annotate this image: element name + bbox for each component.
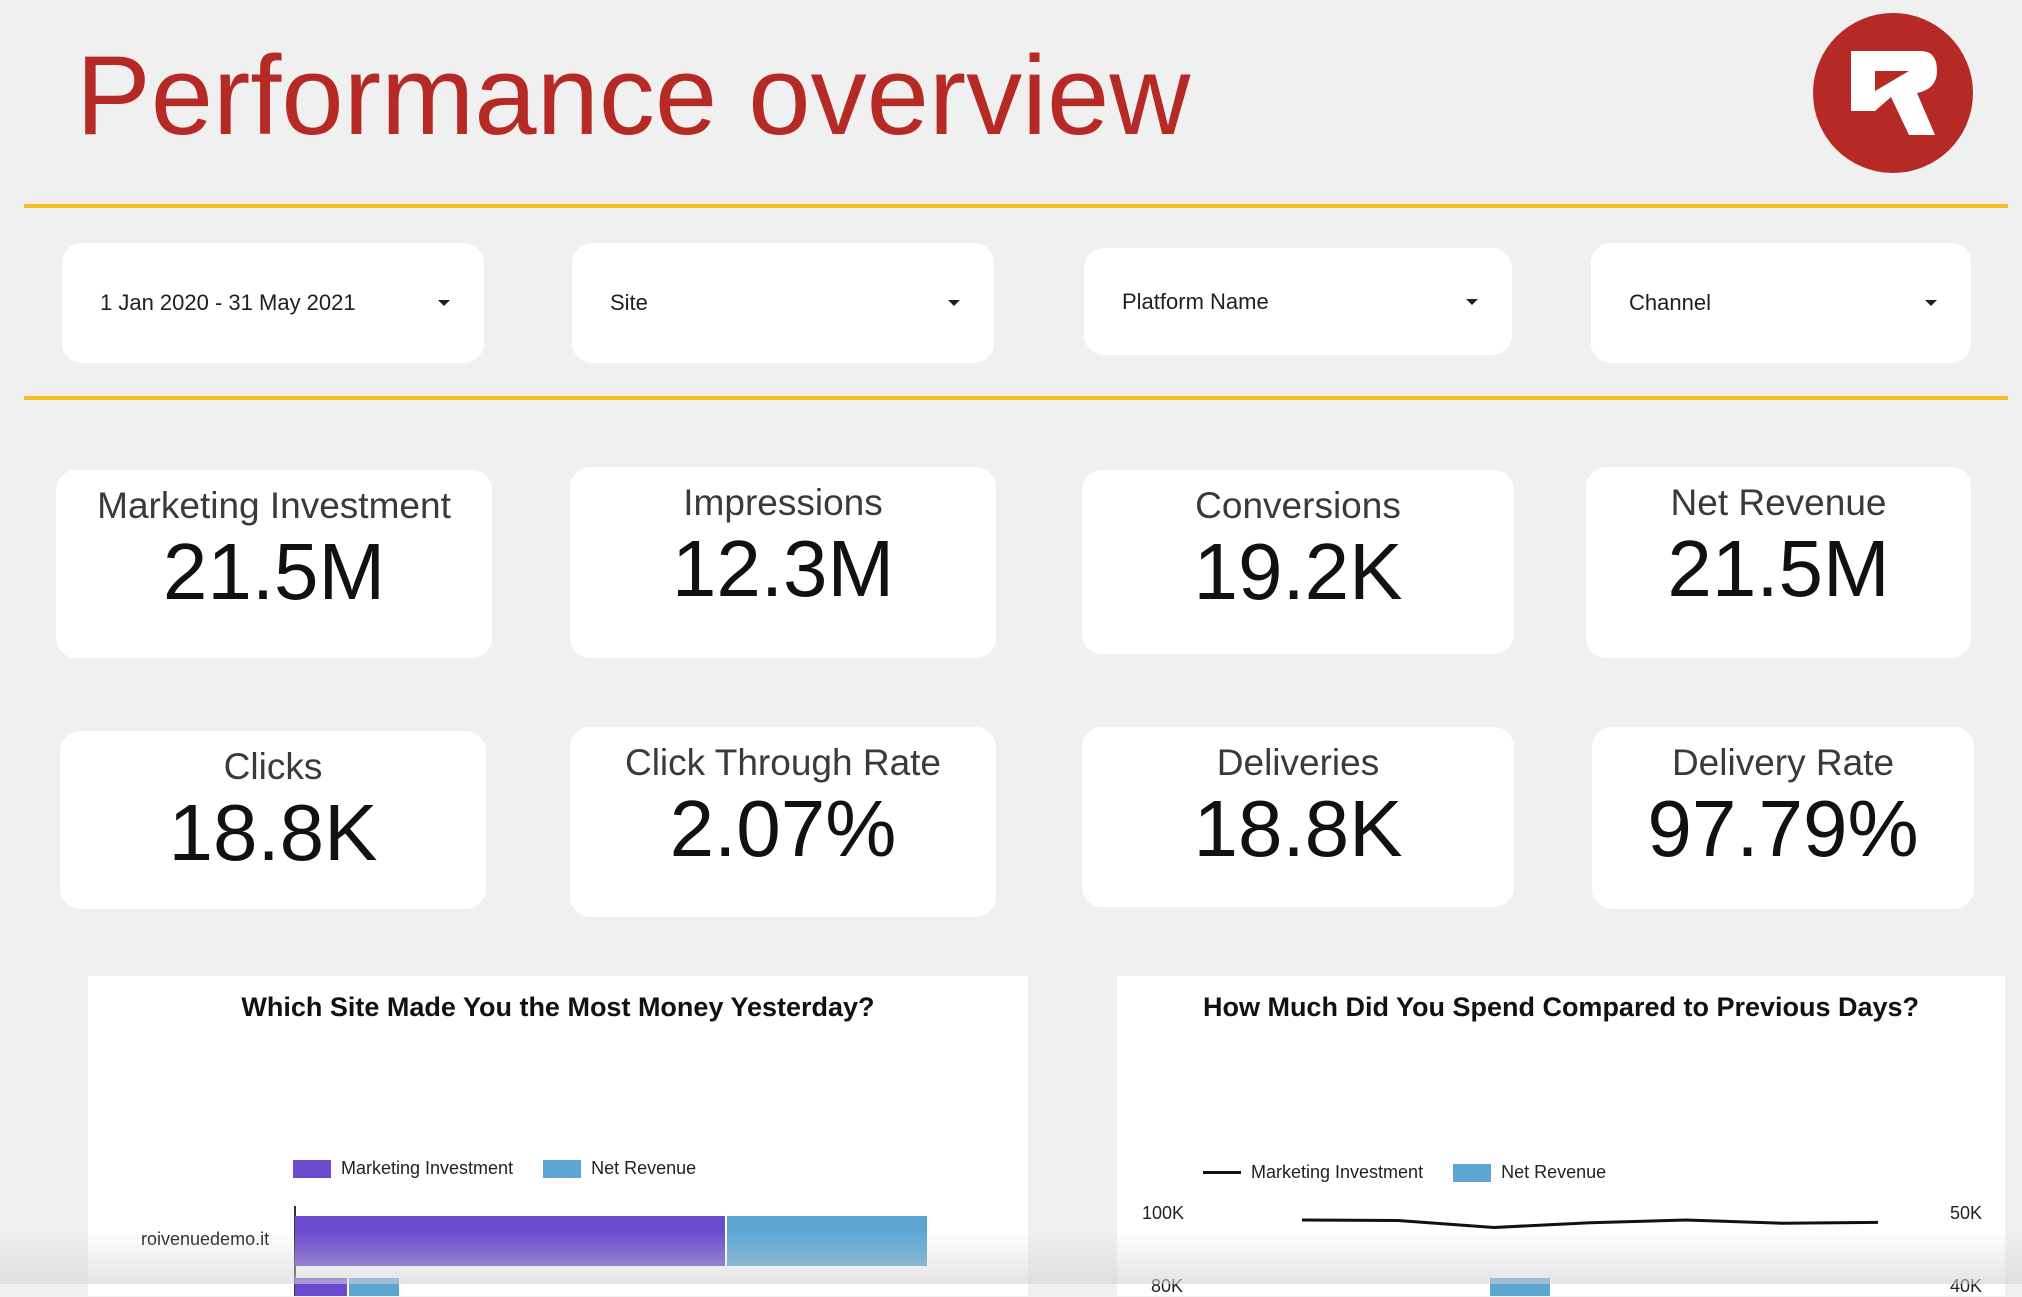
kpi-label: Marketing Investment	[56, 484, 492, 528]
chevron-down-icon	[1466, 299, 1478, 305]
kpi-value: 18.8K	[60, 791, 486, 875]
site-filter[interactable]: Site	[572, 243, 994, 363]
bar-chart-plot	[88, 976, 1028, 1296]
kpi-value: 21.5M	[1586, 527, 1971, 611]
page-title: Performance overview	[76, 40, 1190, 152]
kpi-label: Conversions	[1082, 484, 1514, 528]
site-revenue-chart-panel: Which Site Made You the Most Money Yeste…	[88, 976, 1028, 1296]
kpi-value: 97.79%	[1592, 787, 1974, 871]
bar-segment	[349, 1278, 399, 1296]
kpi-card-delivery-rate: Delivery Rate 97.79%	[1592, 727, 1974, 909]
line-chart-plot	[1117, 976, 2005, 1296]
date-range-label: 1 Jan 2020 - 31 May 2021	[100, 290, 356, 316]
bar-segment	[295, 1278, 347, 1296]
kpi-label: Net Revenue	[1586, 481, 1971, 525]
platform-name-filter-label: Platform Name	[1122, 289, 1269, 315]
chevron-down-icon	[1925, 300, 1937, 306]
kpi-label: Clicks	[60, 745, 486, 789]
kpi-value: 21.5M	[56, 530, 492, 614]
kpi-card-click-through-rate: Click Through Rate 2.07%	[570, 727, 996, 917]
kpi-card-impressions: Impressions 12.3M	[570, 467, 996, 658]
kpi-card-deliveries: Deliveries 18.8K	[1082, 727, 1514, 907]
kpi-card-clicks: Clicks 18.8K	[60, 731, 486, 909]
spend-trend-chart-panel: How Much Did You Spend Compared to Previ…	[1117, 976, 2005, 1296]
bar-mark	[1490, 1278, 1550, 1296]
kpi-card-conversions: Conversions 19.2K	[1082, 470, 1514, 654]
kpi-value: 19.2K	[1082, 530, 1514, 614]
kpi-value: 12.3M	[570, 527, 996, 611]
kpi-label: Delivery Rate	[1592, 741, 1974, 785]
brand-logo	[1813, 13, 1973, 173]
chevron-down-icon	[438, 300, 450, 306]
channel-filter-label: Channel	[1629, 290, 1711, 316]
kpi-label: Click Through Rate	[570, 741, 996, 785]
bar-segment	[727, 1216, 927, 1266]
kpi-card-net-revenue: Net Revenue 21.5M	[1586, 467, 1971, 658]
channel-filter[interactable]: Channel	[1591, 243, 1971, 363]
kpi-value: 2.07%	[570, 787, 996, 871]
site-filter-label: Site	[610, 290, 648, 316]
bar-segment	[295, 1216, 725, 1266]
filters-divider	[24, 396, 2008, 400]
series-line	[1302, 1220, 1878, 1227]
chevron-down-icon	[948, 300, 960, 306]
platform-name-filter[interactable]: Platform Name	[1084, 248, 1512, 355]
kpi-card-marketing-investment: Marketing Investment 21.5M	[56, 470, 492, 658]
kpi-label: Impressions	[570, 481, 996, 525]
kpi-value: 18.8K	[1082, 787, 1514, 871]
date-range-filter[interactable]: 1 Jan 2020 - 31 May 2021	[62, 243, 484, 363]
kpi-label: Deliveries	[1082, 741, 1514, 785]
header-divider	[24, 204, 2008, 208]
